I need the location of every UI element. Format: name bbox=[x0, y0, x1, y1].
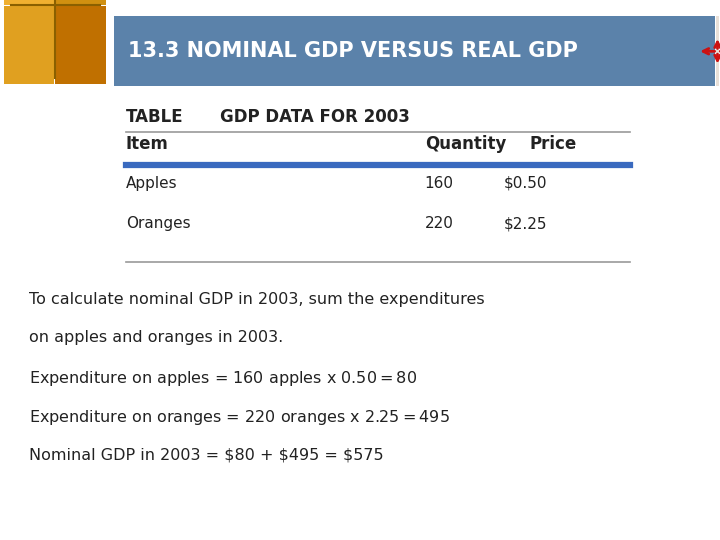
Text: To calculate nominal GDP in 2003, sum the expenditures: To calculate nominal GDP in 2003, sum th… bbox=[29, 292, 485, 307]
Text: Apples: Apples bbox=[126, 176, 178, 191]
Text: Price: Price bbox=[529, 135, 577, 153]
Text: $2.25: $2.25 bbox=[504, 216, 547, 231]
Text: 160: 160 bbox=[425, 176, 454, 191]
Text: 13.3 NOMINAL GDP VERSUS REAL GDP: 13.3 NOMINAL GDP VERSUS REAL GDP bbox=[128, 41, 578, 62]
Bar bbox=[55, 0, 106, 5]
Bar bbox=[4, 0, 54, 5]
Text: on apples and oranges in 2003.: on apples and oranges in 2003. bbox=[29, 330, 283, 346]
Bar bbox=[4, 6, 54, 84]
Bar bbox=[716, 16, 719, 86]
Text: GDP DATA FOR 2003: GDP DATA FOR 2003 bbox=[220, 108, 410, 126]
Text: Item: Item bbox=[126, 135, 169, 153]
Text: Nominal GDP in 2003 = $80 + $495 = $575: Nominal GDP in 2003 = $80 + $495 = $575 bbox=[29, 447, 384, 462]
Text: TABLE: TABLE bbox=[126, 108, 184, 126]
Text: Expenditure on apples = 160 apples x $0.50 = $80: Expenditure on apples = 160 apples x $0.… bbox=[29, 369, 417, 388]
Text: Oranges: Oranges bbox=[126, 216, 191, 231]
Text: $0.50: $0.50 bbox=[504, 176, 547, 191]
Text: 220: 220 bbox=[425, 216, 454, 231]
Bar bbox=[55, 6, 106, 84]
Text: Quantity: Quantity bbox=[425, 135, 506, 153]
Bar bbox=[114, 16, 715, 86]
Text: Expenditure on oranges = 220 oranges x $2.25 = $495: Expenditure on oranges = 220 oranges x $… bbox=[29, 408, 450, 427]
